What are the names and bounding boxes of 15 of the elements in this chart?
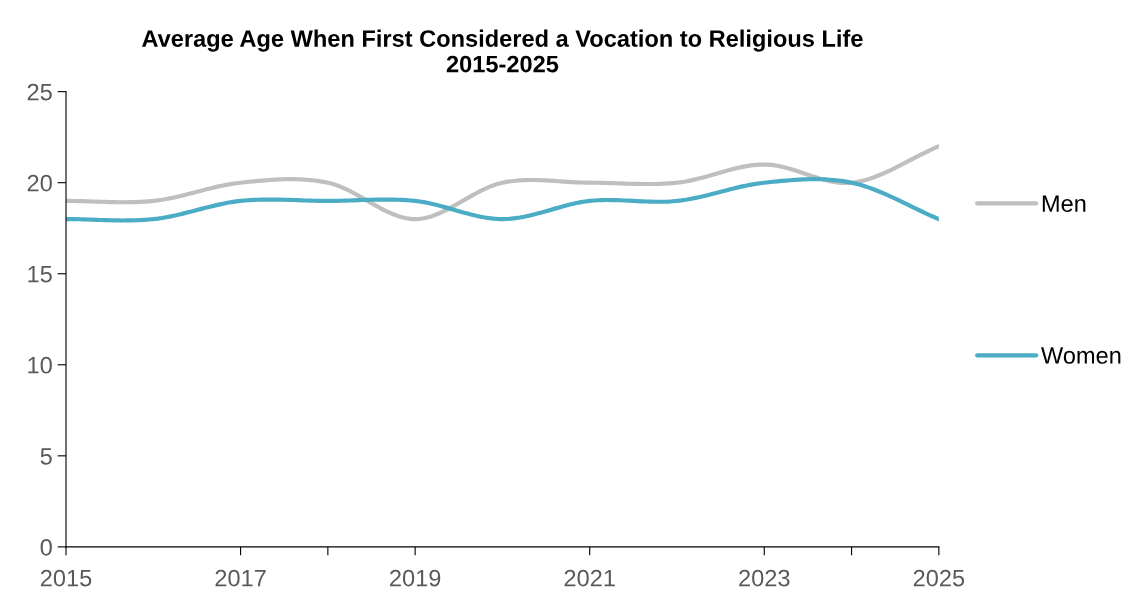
x-tick-label: 2019 xyxy=(390,569,441,587)
y-tick-label: 15 xyxy=(28,266,52,283)
y-tick-label: 25 xyxy=(27,83,52,101)
legend-label: Women xyxy=(1041,347,1121,364)
y-tick-label: 10 xyxy=(28,356,52,374)
y-tick-label: 0 xyxy=(40,538,52,556)
y-tick-label: 5 xyxy=(40,448,52,465)
legend-label: Men xyxy=(1042,195,1086,212)
x-tick-label: 2017 xyxy=(215,569,266,587)
y-tick-label: 20 xyxy=(27,174,52,192)
x-tick-label: 2015 xyxy=(40,569,92,587)
x-tick-label: 2023 xyxy=(739,569,790,587)
x-tick-label: 2021 xyxy=(564,569,615,587)
chart-title: Average Age When First Considered a Vocation to Religious Life 2015-2025 xyxy=(142,29,863,73)
x-tick-label: 2025 xyxy=(913,569,965,587)
